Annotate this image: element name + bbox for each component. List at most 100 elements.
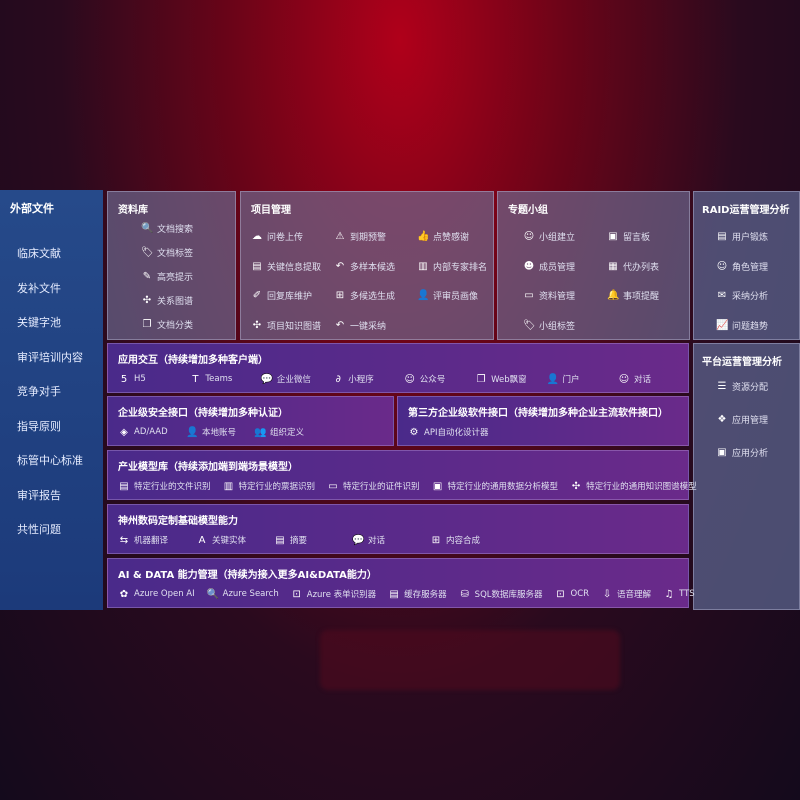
sidebar-item[interactable]: 发补文件	[17, 281, 61, 295]
menu-item[interactable]: ▥ 内部专家排名	[417, 260, 487, 273]
menu-item[interactable]: ✣ 关系图谱	[141, 294, 193, 307]
menu-item[interactable]: ⊞ 多候选生成	[334, 289, 395, 302]
capability-item[interactable]: ▤ 缓存服务器	[388, 588, 446, 601]
item-label: Web飘窗	[491, 375, 527, 385]
menu-item[interactable]: ☺ 角色管理	[716, 260, 768, 273]
menu-item[interactable]: 👍 点赞感谢	[417, 230, 469, 243]
menu-item[interactable]: ↶ 一键采纳	[334, 319, 386, 332]
capability-item[interactable]: ⊡ OCR	[555, 588, 589, 600]
item-label: 多候选生成	[350, 292, 396, 302]
sql-db-icon: ⛁	[460, 588, 469, 600]
tag-icon: 🏷	[141, 247, 154, 258]
capability-item[interactable]: ▥ 特定行业的票据识别	[223, 480, 315, 493]
ad-icon: ◈	[120, 426, 128, 438]
menu-item[interactable]: ✣ 项目知识图谱	[251, 319, 321, 332]
capability-item[interactable]: 👤 本地账号	[186, 426, 246, 439]
item-label: 问题趋势	[732, 321, 769, 332]
menu-item[interactable]: ▣ 留言板	[607, 230, 650, 243]
menu-item[interactable]: ✐ 回复库维护	[251, 289, 312, 302]
capability-item[interactable]: ⛁ SQL数据库服务器	[459, 588, 543, 601]
menu-item[interactable]: ▤ 用户锻炼	[716, 230, 768, 243]
item-label: Azure Search	[222, 589, 279, 599]
capability-item[interactable]: 👥 组织定义	[254, 426, 314, 439]
platform-panel: 平台运营管理分析 ☰ 资源分配 ❖ 应用管理 ▣ 应用分析	[693, 343, 800, 610]
capability-item[interactable]: 💬 对话	[352, 534, 412, 547]
capability-item[interactable]: ▤ 摘要	[274, 534, 334, 547]
capability-item[interactable]: ⊞ 内容合成	[430, 534, 490, 547]
capability-item[interactable]: ✿ Azure Open AI	[118, 588, 195, 600]
item-label: 代办列表	[623, 262, 660, 273]
item-label: 关系图谱	[157, 297, 194, 307]
item-label: 小组标签	[539, 321, 576, 332]
menu-item[interactable]: ☺ 小组建立	[523, 230, 575, 243]
reply-icon: ↶	[335, 260, 345, 272]
qa-icon: ✉	[717, 290, 727, 301]
menu-item[interactable]: ▣ 应用分析	[716, 446, 768, 459]
member-icon: ☻	[523, 260, 535, 272]
sidebar-item[interactable]: 审评报告	[17, 488, 61, 502]
menu-item[interactable]: 📈 问题趋势	[716, 319, 768, 332]
menu-item[interactable]: ▭ 资料管理	[523, 289, 575, 302]
sidebar-item[interactable]: 标管中心标准	[17, 454, 83, 467]
capability-item[interactable]: ▤ 特定行业的文件识别	[118, 480, 210, 493]
capability-item[interactable]: ⇩ 语音理解	[601, 588, 651, 601]
sidebar-item[interactable]: 关键字池	[17, 316, 61, 329]
menu-item[interactable]: ☰ 资源分配	[716, 380, 769, 393]
menu-item[interactable]: ↶ 多样本候选	[334, 260, 395, 273]
item-label: 摘要	[290, 536, 308, 546]
entity-icon: A	[198, 534, 206, 546]
menu-item[interactable]: 🏷 小组标签	[523, 319, 575, 332]
capability-item[interactable]: 5 H5	[118, 373, 178, 385]
data-analysis-icon: ▣	[432, 480, 443, 492]
menu-item[interactable]: ▦ 代办列表	[607, 260, 659, 273]
sidebar-item[interactable]: 竞争对手	[17, 385, 61, 398]
capability-item[interactable]: ⚙ API自动化设计器	[408, 426, 489, 439]
capability-item[interactable]: ✣ 特定行业的通用知识图谱模型	[570, 480, 697, 493]
capability-item[interactable]: ♫ TTS	[663, 588, 695, 600]
capability-item[interactable]: T Teams	[189, 373, 249, 385]
item-label: SQL数据库服务器	[474, 590, 543, 600]
capability-item[interactable]: ⇆ 机器翻译	[118, 534, 178, 547]
knowledge-graph-icon: ✣	[252, 319, 262, 331]
menu-item[interactable]: 🔍 文档搜索	[141, 222, 193, 235]
ocr-icon: ⊡	[556, 588, 565, 600]
capability-item[interactable]: ▭ 特定行业的证件识别	[327, 480, 419, 493]
capability-item[interactable]: ▣ 特定行业的通用数据分析模型	[432, 480, 558, 493]
menu-item[interactable]: ❖ 应用管理	[716, 413, 769, 426]
menu-item[interactable]: 🏷 文档标签	[141, 246, 193, 259]
menu-item[interactable]: 👤 评审员画像	[417, 289, 478, 302]
menu-item[interactable]: ❐ 文档分类	[141, 318, 194, 331]
menu-item[interactable]: ☁ 问卷上传	[251, 230, 303, 243]
capability-item[interactable]: 👤 门户	[547, 373, 607, 386]
item-label: 评审员画像	[433, 292, 479, 302]
item-label: H5	[134, 374, 146, 384]
capability-item[interactable]: 🔍 Azure Search	[207, 588, 279, 600]
menu-item[interactable]: ⚠ 到期预警	[334, 230, 387, 243]
role-icon: ☺	[716, 260, 728, 272]
trend-icon: 📈	[716, 319, 729, 331]
chat-bubble-icon: 💬	[352, 534, 365, 546]
capability-item[interactable]: A 关键实体	[196, 534, 256, 547]
capability-item[interactable]: 💬 企业微信	[261, 373, 321, 386]
menu-item[interactable]: ✎ 高亮提示	[141, 270, 193, 283]
sidebar-title: 外部文件	[10, 202, 54, 215]
capability-item[interactable]: ∂ 小程序	[332, 373, 392, 386]
sidebar-item[interactable]: 临床文献	[17, 247, 61, 260]
capability-item[interactable]: ⊡ Azure 表单识别器	[291, 588, 377, 601]
id-card-icon: ▤	[717, 231, 727, 242]
sidebar-item[interactable]: 共性问题	[17, 523, 61, 536]
panel-title: 专题小组	[508, 205, 548, 216]
group-icon: ☺	[523, 231, 535, 242]
capability-item[interactable]: ◈ AD/AAD	[118, 426, 178, 438]
menu-item[interactable]: 🔔 事项提醒	[607, 289, 659, 302]
capability-item[interactable]: ☺ 对话	[618, 373, 678, 386]
capability-item[interactable]: ☺ 公众号	[404, 373, 464, 386]
sidebar-item[interactable]: 指导原则	[17, 419, 61, 433]
menu-item[interactable]: ☻ 成员管理	[523, 260, 575, 273]
band-title: 企业级安全接口（持续增加多种认证）	[118, 408, 288, 419]
capability-item[interactable]: ❐ Web飘窗	[475, 373, 535, 386]
menu-item[interactable]: ▤ 关键信息提取	[251, 260, 321, 273]
sidebar-item[interactable]: 审评培训内容	[17, 350, 83, 364]
panel-title: RAID运营管理分析	[702, 205, 790, 216]
menu-item[interactable]: ✉ 采纳分析	[716, 289, 768, 302]
